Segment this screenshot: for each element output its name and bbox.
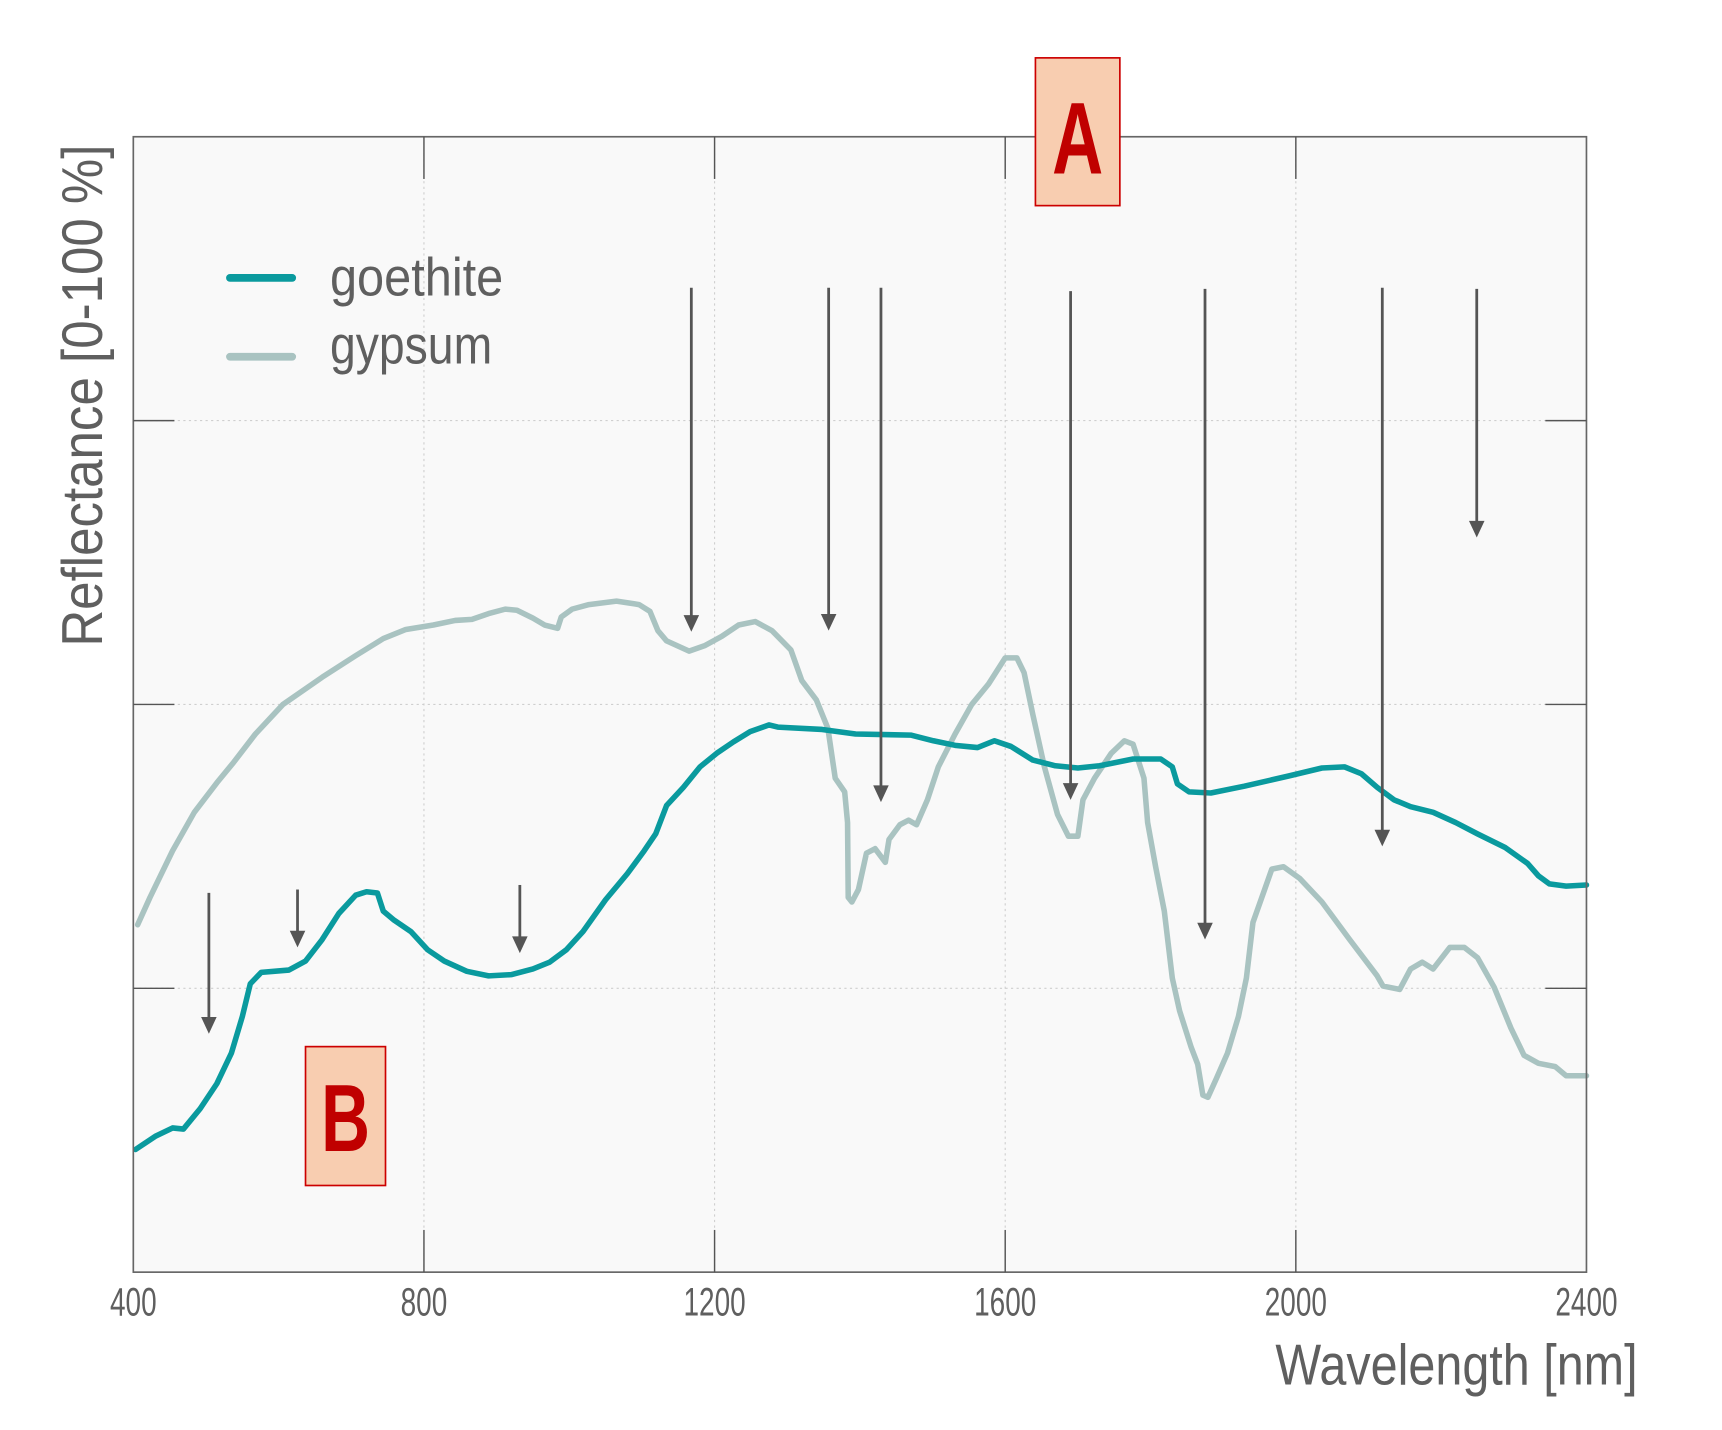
arrow-head-icon [1468,520,1485,538]
y-axis-label: Reflectance [0-100 %] [51,145,115,647]
annotation-box-a: A [1034,57,1121,207]
annotation-label-b: B [321,1066,370,1172]
x-tick-label: 400 [110,1280,157,1324]
series-line-goethite [132,722,1590,1153]
x-tick-label: 1200 [683,1280,745,1324]
series-lines [132,598,1590,1153]
legend: goethite gypsum [226,249,503,375]
x-tick-label: 1600 [974,1280,1036,1324]
x-axis-label: Wavelength [nm] [1275,1333,1637,1397]
absorption-arrows [201,287,1485,1034]
series-line-gypsum [134,598,1590,1101]
arrow-head-icon [873,785,889,803]
legend-label-goethite: goethite [330,249,503,308]
grid [133,136,1587,1273]
x-tick-label: 2000 [1265,1280,1327,1324]
annotation-box-b: B [304,1045,387,1187]
legend-label-gypsum: gypsum [330,316,492,375]
x-tick-label: 2400 [1555,1280,1617,1324]
arrow-head-icon [1062,783,1079,800]
x-tick-label: 800 [401,1280,448,1324]
x-tick-labels: 400 800 1200 1600 2000 2400 [110,1280,1618,1324]
arrow-head-icon [683,615,700,632]
arrow-head-icon [201,1017,217,1034]
arrow-head-icon [289,930,306,948]
arrow-head-icon [1374,829,1391,847]
annotation-label-a: A [1052,80,1103,195]
ticks [133,136,1587,1273]
arrow-head-icon [820,613,837,631]
arrow-head-icon [1197,922,1213,940]
arrow-head-icon [512,936,528,954]
